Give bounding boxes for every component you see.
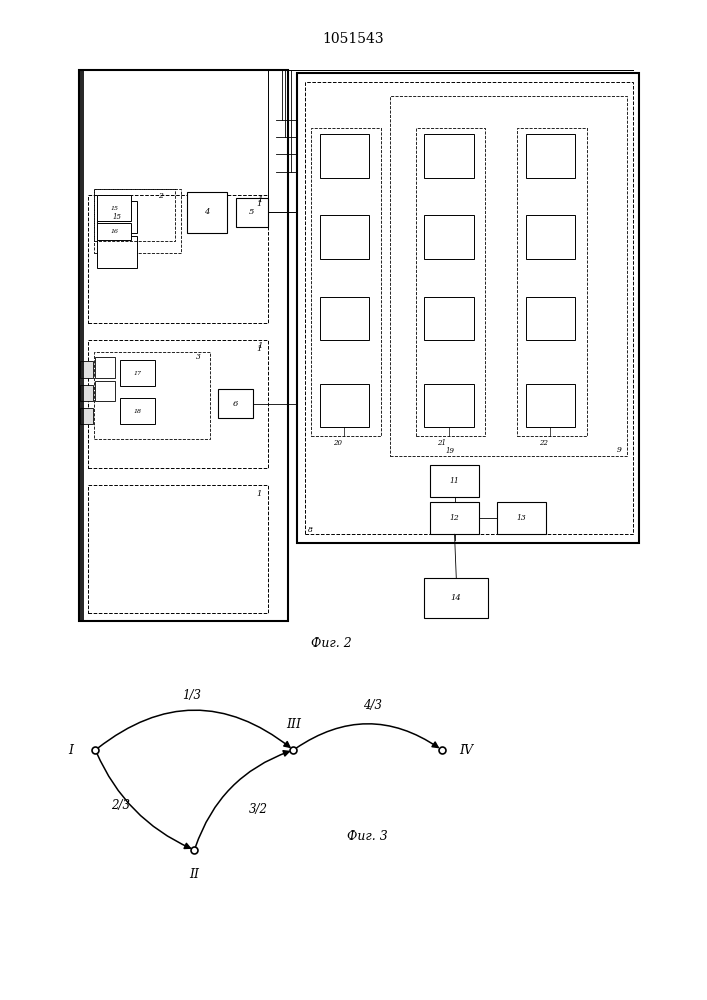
Text: 8: 8 <box>308 526 313 534</box>
Bar <box>430 502 479 534</box>
Bar <box>94 189 175 241</box>
Text: Фиг. 3: Фиг. 3 <box>347 830 388 843</box>
Text: 1: 1 <box>257 342 263 350</box>
Text: 1: 1 <box>257 200 262 208</box>
Text: 20: 20 <box>333 439 342 447</box>
Bar <box>187 192 227 233</box>
Bar <box>424 215 474 259</box>
Text: 6: 6 <box>233 400 238 408</box>
Bar <box>97 236 137 267</box>
FancyArrowPatch shape <box>296 724 438 748</box>
Text: 4: 4 <box>204 208 209 216</box>
Bar <box>305 82 633 534</box>
Bar <box>120 398 155 424</box>
Text: 17: 17 <box>134 371 141 376</box>
Text: 4/3: 4/3 <box>363 698 382 712</box>
Bar <box>320 134 369 178</box>
Text: 15: 15 <box>112 213 122 221</box>
Bar <box>81 361 93 378</box>
Text: 11: 11 <box>450 477 460 485</box>
Bar <box>95 357 115 378</box>
Text: 1051543: 1051543 <box>322 32 385 46</box>
Bar <box>430 465 479 497</box>
Text: 3: 3 <box>196 353 201 361</box>
Bar <box>517 128 587 436</box>
Bar <box>79 70 288 621</box>
Text: 1: 1 <box>257 490 262 498</box>
Text: 19: 19 <box>446 447 455 455</box>
Bar <box>120 360 155 386</box>
Bar <box>81 408 93 424</box>
Text: IV: IV <box>460 744 474 756</box>
Bar <box>526 296 575 340</box>
Text: II: II <box>189 868 199 882</box>
Text: 1: 1 <box>257 345 262 353</box>
Bar <box>88 485 268 613</box>
Bar <box>311 128 381 436</box>
FancyArrowPatch shape <box>98 710 290 748</box>
Bar <box>88 340 268 468</box>
FancyArrowPatch shape <box>97 753 190 848</box>
Text: 22: 22 <box>539 439 548 447</box>
Text: 21: 21 <box>437 439 446 447</box>
Text: 9: 9 <box>617 446 621 454</box>
Bar <box>88 195 268 323</box>
Text: 3/2: 3/2 <box>250 804 268 816</box>
Bar <box>97 195 132 221</box>
Bar <box>424 134 474 178</box>
Text: 13: 13 <box>516 514 526 522</box>
Bar <box>97 223 132 240</box>
Text: 18: 18 <box>134 409 141 414</box>
Text: Фиг. 2: Фиг. 2 <box>311 637 352 650</box>
Bar <box>81 385 93 401</box>
Bar <box>218 389 253 418</box>
Bar <box>526 215 575 259</box>
Bar <box>424 383 474 427</box>
Bar <box>320 383 369 427</box>
Text: 5: 5 <box>249 208 255 216</box>
Bar <box>416 128 485 436</box>
Bar <box>497 502 547 534</box>
Text: 1: 1 <box>257 196 263 204</box>
Bar <box>320 215 369 259</box>
Bar <box>94 189 181 253</box>
Text: 14: 14 <box>451 594 462 602</box>
Text: 2: 2 <box>158 192 163 200</box>
Text: I: I <box>68 744 74 756</box>
Bar <box>424 578 488 618</box>
Text: 12: 12 <box>450 514 460 522</box>
Bar <box>236 198 268 227</box>
Text: 16: 16 <box>110 229 118 234</box>
Bar <box>95 381 115 401</box>
Bar <box>526 383 575 427</box>
Bar <box>320 296 369 340</box>
Text: III: III <box>286 718 301 732</box>
Bar <box>97 201 137 233</box>
Text: 1/3: 1/3 <box>182 688 201 702</box>
Text: 15: 15 <box>110 206 118 211</box>
Bar <box>297 73 639 543</box>
Bar <box>390 96 627 456</box>
Bar <box>94 352 210 439</box>
Bar <box>424 296 474 340</box>
Text: 2/3: 2/3 <box>111 798 129 812</box>
FancyArrowPatch shape <box>195 751 289 847</box>
Bar <box>526 134 575 178</box>
